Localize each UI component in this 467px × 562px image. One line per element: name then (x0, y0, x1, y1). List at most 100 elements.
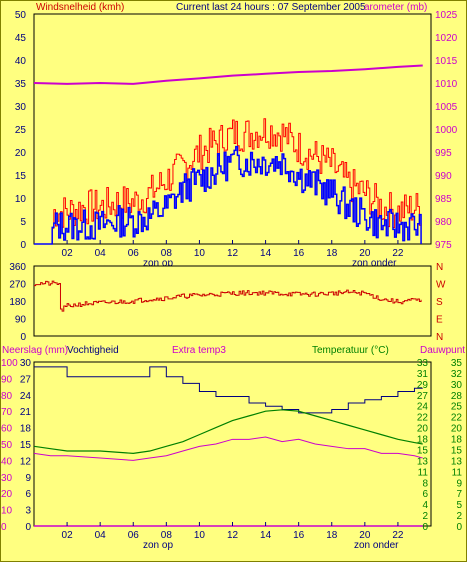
temperature-tick-label: 8 (422, 478, 428, 489)
barometer-tick-label: 1020 (435, 33, 458, 44)
hour-tick-label: 22 (392, 248, 404, 259)
temperature-tick-label: 35 (451, 358, 463, 369)
hour-tick-label: 14 (260, 248, 272, 259)
chart-title: Current last 24 hours : 07 September 200… (176, 2, 366, 13)
wind-axis-label: Windsnelheid (kmh) (36, 2, 124, 13)
wind-tick-label: 0 (20, 240, 26, 251)
barometer-tick-label: 1025 (435, 10, 458, 21)
barometer-tick-label: 1005 (435, 102, 458, 113)
rain-axis-label: Neerslag (mm) (2, 345, 68, 356)
direction-panel (33, 265, 432, 337)
hour-tick-label: 08 (161, 248, 173, 259)
humidity-y-ticks: 0 3 6 9 12 15 18 21 24 27 30 (20, 358, 32, 533)
wind-tick-label: 25 (15, 125, 27, 136)
temperature-tick-label: 0 (456, 522, 462, 533)
rain-tick-label: 10 (1, 506, 13, 517)
wind-tick-label: 35 (15, 79, 27, 90)
temperature-tick-label: 4 (422, 500, 428, 511)
temperature-tick-label: 13 (417, 456, 429, 467)
wind-tick-label: 5 (20, 217, 26, 228)
barometer-tick-label: 1015 (435, 56, 458, 67)
wind-x-ticks: 02 04 06 08 10 12 14 16 18 20 22 (62, 240, 404, 259)
barometer-tick-label: 990 (435, 171, 452, 182)
humidity-tick-label: 18 (20, 424, 32, 435)
barometer-tick-label: 1000 (435, 125, 458, 136)
sunrise-label-top: zon op (143, 258, 173, 269)
barometer-tick-label: 975 (435, 240, 452, 251)
temperature-tick-label: 6 (422, 489, 428, 500)
temperature-x-ticks: 02 04 06 08 10 12 14 16 18 20 22 (62, 522, 404, 541)
hour-tick-label: 10 (194, 248, 206, 259)
humidity-tick-label: 9 (25, 473, 31, 484)
extra-temp-label: Extra temp3 (172, 345, 226, 356)
compass-label: W (436, 280, 446, 291)
hour-tick-label: 12 (227, 248, 239, 259)
hour-tick-label: 10 (194, 530, 206, 541)
temperature-tick-label: 5 (456, 500, 462, 511)
hour-tick-label: 04 (95, 530, 107, 541)
wind-tick-label: 20 (15, 148, 27, 159)
barometer-axis-label: arometer (mb) (364, 2, 427, 13)
humidity-axis-label: Vochtigheid (67, 345, 119, 356)
rain-tick-label: 40 (1, 456, 13, 467)
hour-tick-label: 16 (293, 248, 305, 259)
hour-tick-label: 02 (62, 248, 74, 259)
temperature-panel (33, 361, 432, 527)
temperature-tick-label: 29 (417, 380, 429, 391)
temperature-tick-label: 33 (417, 358, 429, 369)
wind-y-ticks: 0 5 10 15 20 25 30 35 40 45 50 (15, 10, 27, 251)
humidity-tick-label: 6 (25, 489, 31, 500)
temperature-tick-label: 20 (451, 424, 463, 435)
barometer-tick-label: 995 (435, 148, 452, 159)
compass-label: N (436, 262, 443, 273)
rain-y-ticks: 0 10 20 30 40 50 60 70 80 90 100 (1, 358, 18, 533)
sunset-label-top: zon onder (352, 258, 397, 269)
temperature-tick-label: 11 (418, 467, 429, 478)
wind-tick-label: 40 (15, 56, 27, 67)
hour-tick-label: 16 (293, 530, 305, 541)
temperature-tick-label: 13 (451, 456, 463, 467)
temperature-tick-label: 18 (417, 435, 429, 446)
temperature-tick-label: 30 (451, 380, 463, 391)
rain-tick-label: 100 (1, 358, 18, 369)
rain-tick-label: 90 (1, 374, 13, 385)
humidity-series (34, 366, 423, 414)
barometer-tick-label: 1010 (435, 79, 458, 90)
barometer-tick-label: 980 (435, 217, 452, 228)
temperature-tick-label: 20 (417, 424, 429, 435)
direction-tick-label: 90 (15, 315, 27, 326)
rain-tick-label: 30 (1, 473, 13, 484)
wind-direction-series (34, 280, 422, 312)
hour-tick-label: 12 (227, 530, 239, 541)
wind-tick-label: 45 (15, 33, 27, 44)
hour-tick-label: 22 (392, 530, 404, 541)
temperature-axis-label: Temperatuur (°C) (312, 345, 389, 356)
rain-tick-label: 20 (1, 489, 13, 500)
temperature-tick-label: 25 (451, 402, 463, 413)
humidity-tick-label: 12 (20, 456, 32, 467)
temperature-series (33, 409, 423, 454)
temperature-tick-label: 2 (456, 511, 462, 522)
wind-tick-label: 10 (15, 194, 27, 205)
temperature-tick-label: 24 (417, 402, 429, 413)
rain-tick-label: 50 (1, 440, 13, 451)
sunrise-label-bottom: zon op (143, 540, 173, 551)
barometer-y-ticks: 975 980 985 990 995 1000 1005 1010 1015 1020 1025 (435, 10, 458, 251)
humidity-tick-label: 27 (20, 374, 32, 385)
wind-tick-label: 50 (15, 10, 27, 21)
direction-y-ticks: 0 90 180 270 360 (9, 262, 26, 343)
hour-tick-label: 08 (161, 530, 173, 541)
direction-tick-label: 180 (9, 297, 26, 308)
wind-tick-label: 30 (15, 102, 27, 113)
hour-tick-label: 06 (128, 530, 140, 541)
temperature-tick-label: 0 (422, 522, 428, 533)
sunset-label-bottom: zon onder (354, 540, 399, 551)
barometer-tick-label: 985 (435, 194, 452, 205)
humidity-tick-label: 3 (25, 506, 31, 517)
rain-tick-label: 0 (1, 522, 7, 533)
temperature-tick-label: 2 (422, 511, 428, 522)
compass-label: N (436, 332, 443, 343)
hour-tick-label: 02 (62, 530, 74, 541)
